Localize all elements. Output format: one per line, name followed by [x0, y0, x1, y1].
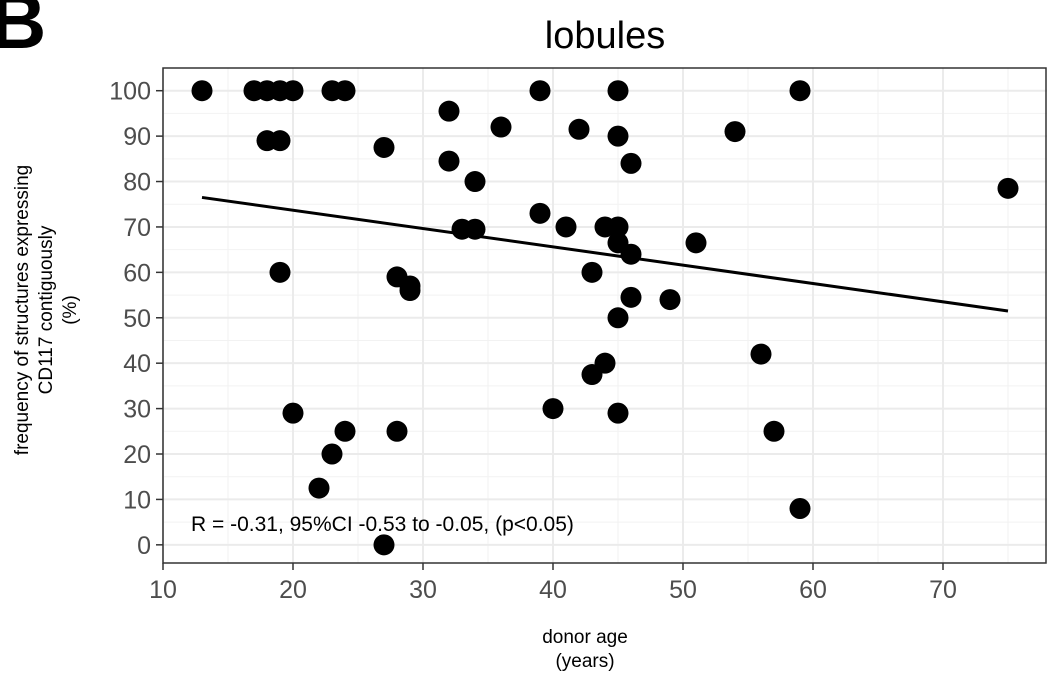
y-axis-title: frequency of structures expressing CD117 …	[12, 165, 81, 455]
data-point	[763, 420, 785, 442]
data-point	[997, 177, 1019, 199]
data-point	[464, 171, 486, 193]
data-point	[438, 150, 460, 172]
chart-title: lobules	[545, 15, 665, 57]
trend-line	[201, 195, 1009, 313]
data-point	[529, 202, 551, 224]
trend-line-group	[201, 195, 1009, 313]
data-point	[789, 80, 811, 102]
data-point	[620, 286, 642, 308]
data-point	[308, 477, 330, 499]
x-tick-label: 30	[409, 576, 437, 604]
data-point	[659, 289, 681, 311]
data-point	[269, 130, 291, 152]
y-tick-label: 80	[123, 169, 151, 197]
data-point	[334, 80, 356, 102]
data-point	[594, 352, 616, 374]
data-point	[607, 402, 629, 424]
plot-panel	[163, 68, 1047, 563]
data-point	[568, 118, 590, 140]
x-tick-label: 60	[799, 576, 827, 604]
data-point	[750, 343, 772, 365]
data-points	[191, 80, 1019, 556]
data-point	[490, 116, 512, 138]
grid-lines	[162, 68, 1047, 563]
y-tick-label: 100	[109, 78, 151, 106]
y-axis-title-line: frequency of structures expressing	[12, 165, 33, 455]
data-point	[607, 125, 629, 147]
y-tick-label: 30	[123, 396, 151, 424]
x-tick-label: 50	[669, 576, 697, 604]
panel-label: B	[0, 0, 46, 65]
data-point	[607, 307, 629, 329]
y-tick-label: 0	[137, 532, 151, 560]
y-axis: 0 10 20 30 40 50 60 70 80 90 100	[109, 78, 163, 560]
data-point	[685, 232, 707, 254]
data-point	[282, 402, 304, 424]
data-point	[282, 80, 304, 102]
plot-border	[162, 67, 1047, 564]
y-axis-title-line: CD117 contiguously	[36, 225, 57, 394]
x-tick-label: 10	[149, 576, 177, 604]
y-tick-label: 70	[123, 214, 151, 242]
data-point	[607, 216, 629, 238]
x-tick-label: 40	[539, 576, 567, 604]
y-tick-label: 20	[123, 441, 151, 469]
y-tick-label: 40	[123, 350, 151, 378]
data-point	[555, 216, 577, 238]
data-point	[269, 261, 291, 283]
x-tick-label: 70	[929, 576, 957, 604]
data-point	[789, 498, 811, 520]
data-point	[386, 420, 408, 442]
data-point	[321, 443, 343, 465]
data-point	[373, 534, 395, 556]
x-axis-title-line: (years)	[555, 651, 614, 672]
y-tick-label: 60	[123, 259, 151, 287]
y-tick-label: 90	[123, 123, 151, 151]
correlation-annotation: R = -0.31, 95%CI -0.53 to -0.05, (p<0.05…	[191, 513, 574, 536]
y-axis-title-line: (%)	[60, 295, 81, 325]
y-tick-label: 10	[123, 486, 151, 514]
data-point	[724, 121, 746, 143]
x-axis-title-line: donor age	[542, 627, 628, 648]
data-point	[529, 80, 551, 102]
x-axis: 10 20 30 40 50 60 70	[149, 563, 957, 604]
data-point	[620, 243, 642, 265]
data-point	[438, 100, 460, 122]
data-point	[464, 218, 486, 240]
data-point	[399, 280, 421, 302]
data-point	[542, 398, 564, 420]
y-tick-label: 50	[123, 305, 151, 333]
data-point	[620, 152, 642, 174]
data-point	[373, 136, 395, 158]
data-point	[607, 80, 629, 102]
x-tick-label: 20	[279, 576, 307, 604]
x-axis-title: donor age (years)	[542, 627, 628, 672]
panel-border	[162, 67, 1047, 564]
data-point	[581, 261, 603, 283]
data-point	[334, 420, 356, 442]
data-point	[191, 80, 213, 102]
